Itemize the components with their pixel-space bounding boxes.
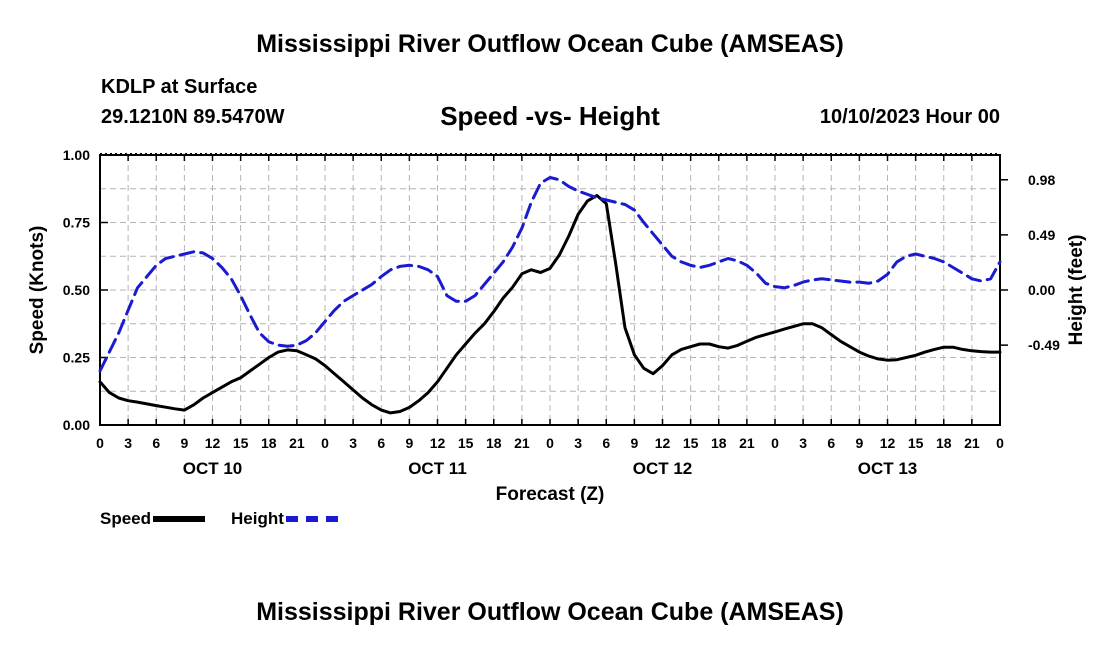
x-tick-label: 15 [233,435,249,451]
x-tick-label: 21 [739,435,755,451]
x-tick-label: 15 [908,435,924,451]
x-tick-label: 6 [377,435,385,451]
x-date-label: OCT 12 [633,459,693,478]
x-tick-label: 9 [855,435,863,451]
station-label: KDLP at Surface [101,76,258,98]
x-tick-label: 12 [880,435,896,451]
y2-tick-label: 0.49 [1028,227,1055,243]
coordinates-label: 29.1210N 89.5470W [101,106,285,128]
speed-series-line [98,194,1002,415]
x-tick-label: 9 [630,435,638,451]
y-tick-label: 0.75 [63,215,90,231]
y-tick-label: 0.50 [63,282,90,298]
y-tick-label: 0.25 [63,350,90,366]
legend-speed-label: Speed [100,509,152,528]
legend-speed: Speed [100,509,206,529]
x-date-label: OCT 11 [408,459,467,478]
x-tick-label: 0 [321,435,329,451]
y-tick-label: 1.00 [63,147,90,163]
footer-title: Mississippi River Outflow Ocean Cube (AM… [256,598,844,626]
legend-height-label: Height [231,509,284,528]
x-tick-label: 6 [602,435,610,451]
x-tick-label: 0 [96,435,104,451]
legend-speed-swatch [153,516,206,522]
x-tick-label: 3 [799,435,807,451]
legend-height-swatch [285,516,338,522]
x-tick-label: 18 [261,435,277,451]
x-tick-label: 15 [683,435,699,451]
x-tick-label: 9 [180,435,188,451]
x-tick-label: 21 [964,435,980,451]
x-tick-label: 0 [546,435,554,451]
x-tick-label: 12 [430,435,446,451]
x-date-label: OCT 10 [183,459,243,478]
x-axis-label: Forecast (Z) [496,484,605,505]
x-tick-label: 12 [655,435,671,451]
y2-axis-label: Height (feet) [1066,235,1087,346]
x-tick-label: 3 [124,435,132,451]
x-tick-label: 3 [574,435,582,451]
y-tick-label: 0.00 [63,417,90,433]
legend-height: Height [231,509,338,529]
y2-tick-label: -0.49 [1028,337,1060,353]
x-tick-label: 6 [152,435,160,451]
x-tick-label: 21 [289,435,305,451]
x-tick-label: 15 [458,435,474,451]
forecast-datetime: 10/10/2023 Hour 00 [819,106,1000,128]
x-tick-label: 18 [936,435,952,451]
x-tick-label: 21 [514,435,530,451]
x-tick-label: 12 [205,435,221,451]
x-date-label: OCT 13 [858,459,918,478]
x-tick-label: 9 [405,435,413,451]
chart-subtitle: Speed -vs- Height [440,101,660,131]
y2-tick-label: 0.98 [1028,172,1055,188]
x-tick-label: 6 [827,435,835,451]
y-axis-label: Speed (Knots) [27,226,48,355]
height-series-line [98,176,1002,373]
x-tick-label: 0 [996,435,1004,451]
x-tick-label: 3 [349,435,357,451]
main-title: Mississippi River Outflow Ocean Cube (AM… [256,30,844,58]
x-tick-label: 0 [771,435,779,451]
y2-tick-label: 0.00 [1028,282,1055,298]
x-tick-label: 18 [711,435,727,451]
x-tick-label: 18 [486,435,502,451]
